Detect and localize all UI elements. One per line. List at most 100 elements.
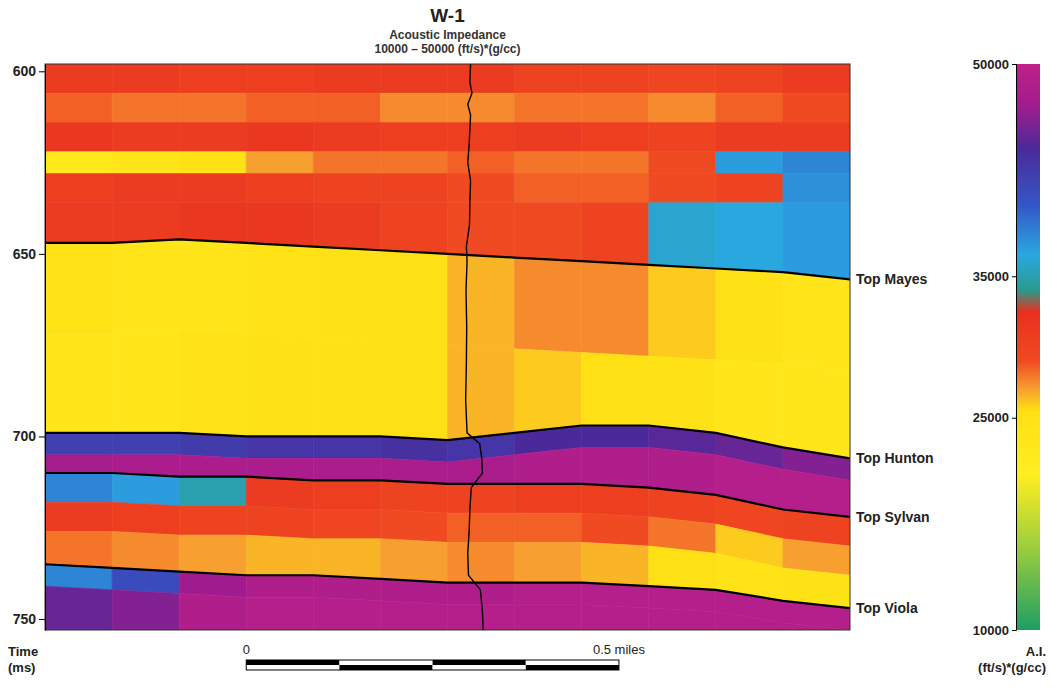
impedance-cell [45, 473, 112, 502]
impedance-cell [246, 152, 313, 174]
y-tick-mark [39, 254, 45, 255]
impedance-cell [179, 152, 246, 174]
scale-bar-segment [339, 660, 432, 665]
impedance-cell [45, 174, 112, 203]
impedance-cell [582, 426, 649, 448]
colorbar-tick: 35000 [973, 269, 1016, 284]
impedance-cell [716, 64, 783, 93]
impedance-cell [515, 349, 582, 433]
plot-area [45, 64, 850, 630]
colorbar-tick-mark [1012, 64, 1016, 65]
impedance-cell [515, 64, 582, 93]
impedance-cell [246, 334, 313, 436]
impedance-cell [246, 174, 313, 203]
impedance-cell [112, 473, 179, 506]
impedance-cell [716, 268, 783, 363]
title: W-1 [430, 5, 465, 26]
impedance-cell [112, 122, 179, 151]
impedance-cell [783, 203, 850, 280]
impedance-cell [112, 93, 179, 122]
impedance-cell [45, 586, 112, 630]
impedance-cell [246, 597, 313, 630]
impedance-cell [649, 546, 716, 590]
impedance-cell [112, 433, 179, 455]
impedance-cell [313, 539, 380, 579]
scale-bar-segment [526, 665, 619, 670]
impedance-cell [649, 93, 716, 122]
impedance-cell [380, 203, 447, 254]
impedance-cell [246, 436, 313, 458]
impedance-cell [448, 542, 515, 582]
impedance-cell [246, 243, 313, 338]
colorbar-tick-mark [1012, 418, 1016, 419]
colorbar-tick-label: 50000 [973, 57, 1009, 72]
colorbar-axis-line [1012, 65, 1017, 631]
impedance-cell [448, 203, 515, 258]
impedance-cell [783, 272, 850, 371]
impedance-cell [649, 608, 716, 630]
impedance-cell [582, 484, 649, 517]
impedance-cell [649, 174, 716, 203]
y-tick: 650 [13, 246, 45, 262]
impedance-cell [313, 203, 380, 250]
scale-bar-segment [526, 660, 619, 665]
impedance-cell [112, 239, 179, 334]
impedance-cell [313, 436, 380, 458]
colorbar-label: (ft/s)*(g/cc) [978, 660, 1046, 675]
impedance-cell [112, 64, 179, 93]
impedance-cell [380, 539, 447, 583]
impedance-cell [246, 122, 313, 151]
impedance-cell [380, 152, 447, 174]
y-tick-label: 700 [13, 428, 37, 444]
horizon-label: Top Viola [856, 600, 918, 616]
impedance-cell [448, 152, 515, 174]
horizon-line [45, 473, 850, 517]
y-axis: 600650700750 [13, 63, 46, 630]
impedance-cell [515, 152, 582, 174]
impedance-cell [649, 122, 716, 151]
impedance-cell [380, 601, 447, 630]
impedance-cell [45, 502, 112, 531]
chart: 600650700750W-1Acoustic Impedance10000 –… [0, 0, 1054, 690]
impedance-cell [448, 345, 515, 440]
impedance-cell [179, 506, 246, 535]
impedance-cell [313, 247, 380, 342]
impedance-cell [313, 64, 380, 93]
impedance-cell [246, 477, 313, 510]
scale-bar-segment [433, 665, 526, 670]
impedance-cell [246, 203, 313, 247]
impedance-cell [515, 203, 582, 261]
impedance-cell [179, 535, 246, 575]
impedance-cell [716, 122, 783, 151]
horizon-line [45, 426, 850, 459]
impedance-cell [112, 590, 179, 630]
y-tick-label: 750 [13, 611, 37, 627]
colorbar-tick-label: 10000 [973, 623, 1009, 638]
impedance-cell [45, 64, 112, 93]
well-log [466, 64, 484, 630]
horizon-line [45, 239, 850, 279]
impedance-cell [112, 174, 179, 203]
impedance-cell [179, 203, 246, 243]
subtitle: 10000 – 50000 (ft/s)*(g/cc) [374, 42, 520, 56]
scale-bar-segment [246, 660, 339, 665]
impedance-cell [582, 122, 649, 151]
impedance-cell [380, 64, 447, 93]
impedance-cell [179, 174, 246, 203]
scale-bar-segment [339, 665, 432, 670]
impedance-cell [783, 174, 850, 203]
horizon-line [45, 564, 850, 608]
y-tick: 750 [13, 611, 45, 627]
impedance-cell [179, 93, 246, 122]
impedance-cell [515, 258, 582, 353]
impedance-cell [649, 265, 716, 360]
impedance-cell [313, 174, 380, 203]
impedance-cell [448, 513, 515, 542]
impedance-cell [45, 334, 112, 433]
impedance-cell [582, 352, 649, 425]
horizon-label: Top Hunton [856, 450, 934, 466]
impedance-cell [448, 604, 515, 630]
impedance-cell [582, 152, 649, 174]
impedance-cell [45, 203, 112, 243]
impedance-cell [179, 331, 246, 437]
